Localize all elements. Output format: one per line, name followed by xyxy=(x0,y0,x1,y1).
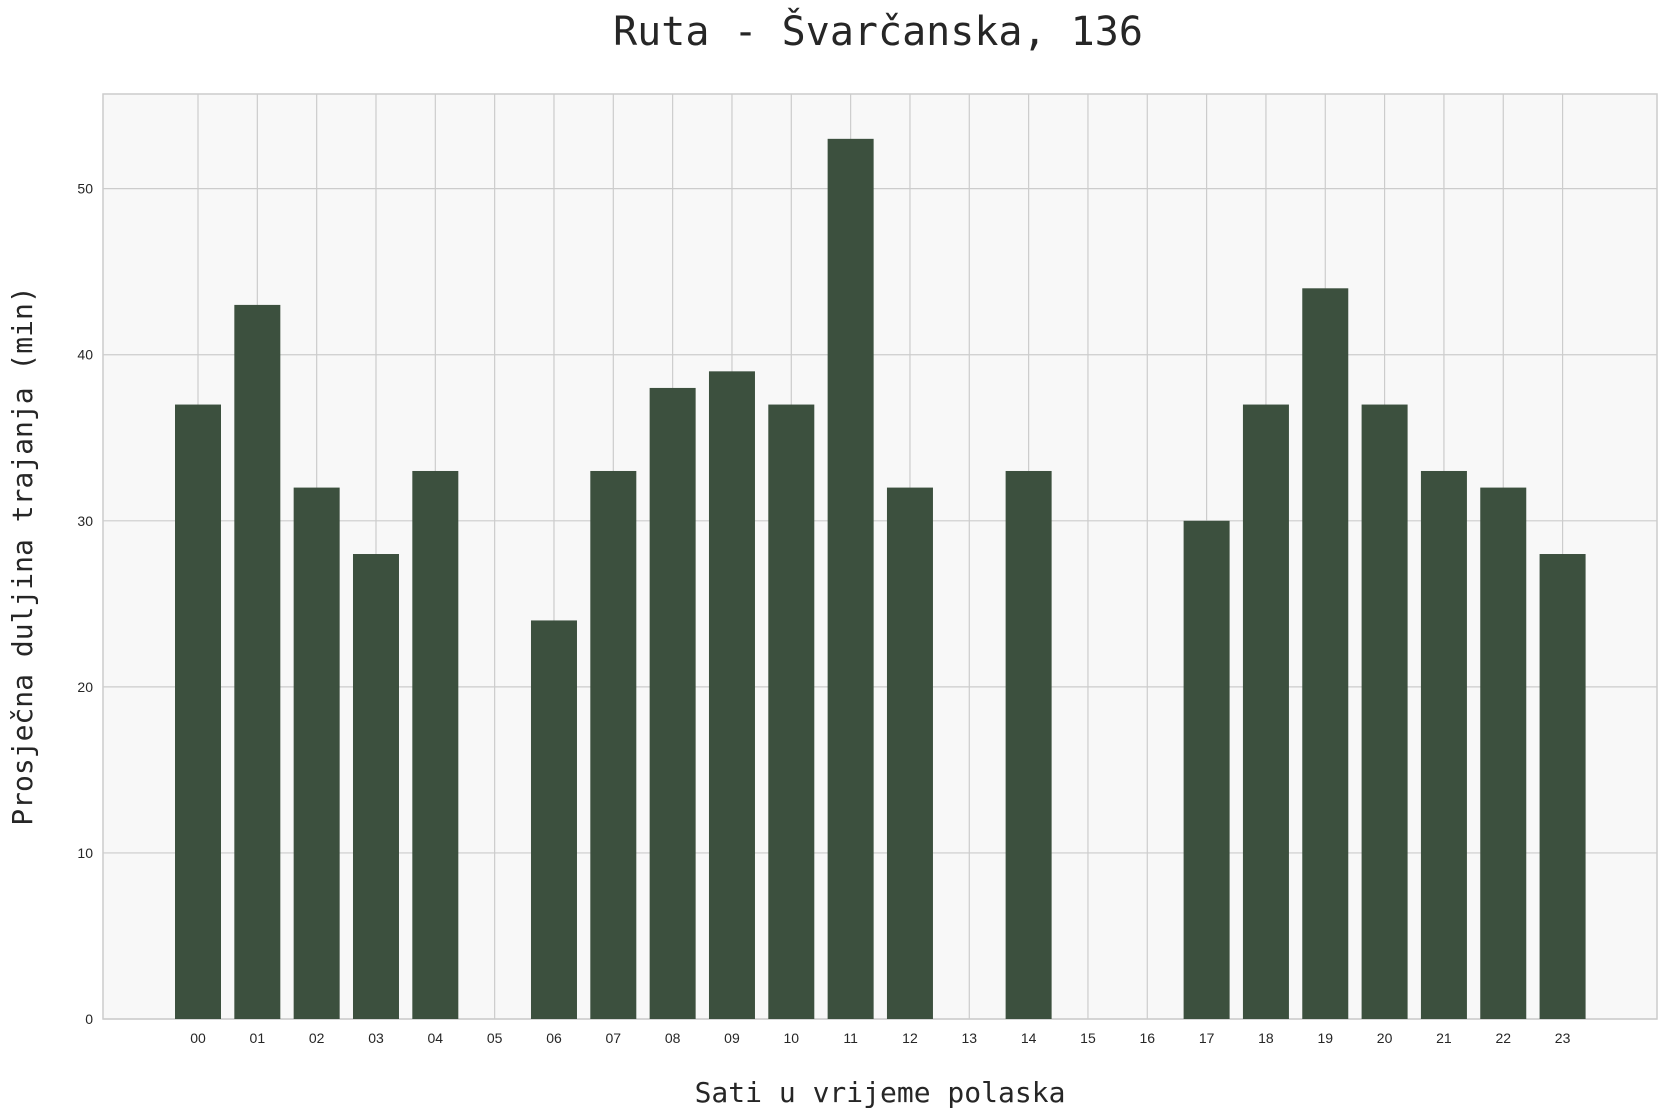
bar-06 xyxy=(530,620,577,1019)
bar-18 xyxy=(1242,404,1289,1019)
x-tick-label: 13 xyxy=(962,1030,978,1046)
y-tick-label: 20 xyxy=(77,679,93,695)
bar-17 xyxy=(1183,520,1230,1019)
bar-22 xyxy=(1480,487,1527,1020)
x-tick-label: 05 xyxy=(487,1030,503,1046)
x-tick-label: 23 xyxy=(1555,1030,1571,1046)
bar-20 xyxy=(1361,404,1408,1019)
x-tick-label: 22 xyxy=(1495,1030,1511,1046)
y-tick-label: 0 xyxy=(85,1011,93,1027)
chart-title: Ruta - Švarčanska, 136 xyxy=(613,7,1143,55)
y-tick-label: 40 xyxy=(77,347,93,363)
x-axis-label: Sati u vrijeme polaska xyxy=(695,1076,1066,1109)
x-tick-label: 14 xyxy=(1021,1030,1037,1046)
x-tick-label: 19 xyxy=(1317,1030,1333,1046)
bar-04 xyxy=(412,470,459,1019)
y-tick-label: 30 xyxy=(77,513,93,529)
bar-21 xyxy=(1420,470,1467,1019)
bar-23 xyxy=(1539,554,1586,1019)
x-tick-label: 00 xyxy=(190,1030,206,1046)
x-tick-label: 08 xyxy=(665,1030,681,1046)
bar-01 xyxy=(234,304,281,1020)
x-tick-labels: 00 01 02 03 04 05 06 07 08 09 10 11 12 13 14 15 16 17 18 19… xyxy=(190,1030,1570,1046)
bar-08 xyxy=(649,387,696,1019)
x-tick-label: 18 xyxy=(1258,1030,1274,1046)
y-tick-label: 10 xyxy=(77,845,93,861)
x-tick-label: 09 xyxy=(724,1030,740,1046)
bars xyxy=(175,138,1586,1020)
bar-10 xyxy=(768,404,815,1019)
x-tick-label: 11 xyxy=(843,1030,858,1046)
x-tick-label: 15 xyxy=(1080,1030,1096,1046)
x-tick-label: 20 xyxy=(1377,1030,1393,1046)
bar-03 xyxy=(352,554,399,1019)
x-tick-label: 01 xyxy=(250,1030,266,1046)
bar-11 xyxy=(827,138,874,1019)
x-tick-label: 07 xyxy=(606,1030,622,1046)
x-tick-label: 10 xyxy=(784,1030,800,1046)
x-tick-label: 17 xyxy=(1199,1030,1215,1046)
bar-02 xyxy=(293,487,340,1020)
x-tick-label: 12 xyxy=(902,1030,918,1046)
x-tick-label: 04 xyxy=(428,1030,444,1046)
y-tick-labels: 0 10 20 30 40 50 xyxy=(77,181,93,1027)
bar-19 xyxy=(1302,288,1349,1020)
x-tick-label: 02 xyxy=(309,1030,325,1046)
bar-09 xyxy=(708,371,755,1019)
y-tick-label: 50 xyxy=(77,181,93,197)
y-axis-label: Prosječna duljina trajanja (min) xyxy=(6,286,39,825)
x-tick-label: 03 xyxy=(368,1030,384,1046)
bar-07 xyxy=(590,470,637,1019)
x-tick-label: 16 xyxy=(1139,1030,1155,1046)
bar-12 xyxy=(886,487,933,1020)
x-tick-label: 06 xyxy=(546,1030,562,1046)
bar-14 xyxy=(1005,470,1052,1019)
bar-00 xyxy=(175,404,221,1019)
x-tick-label: 21 xyxy=(1436,1030,1452,1046)
